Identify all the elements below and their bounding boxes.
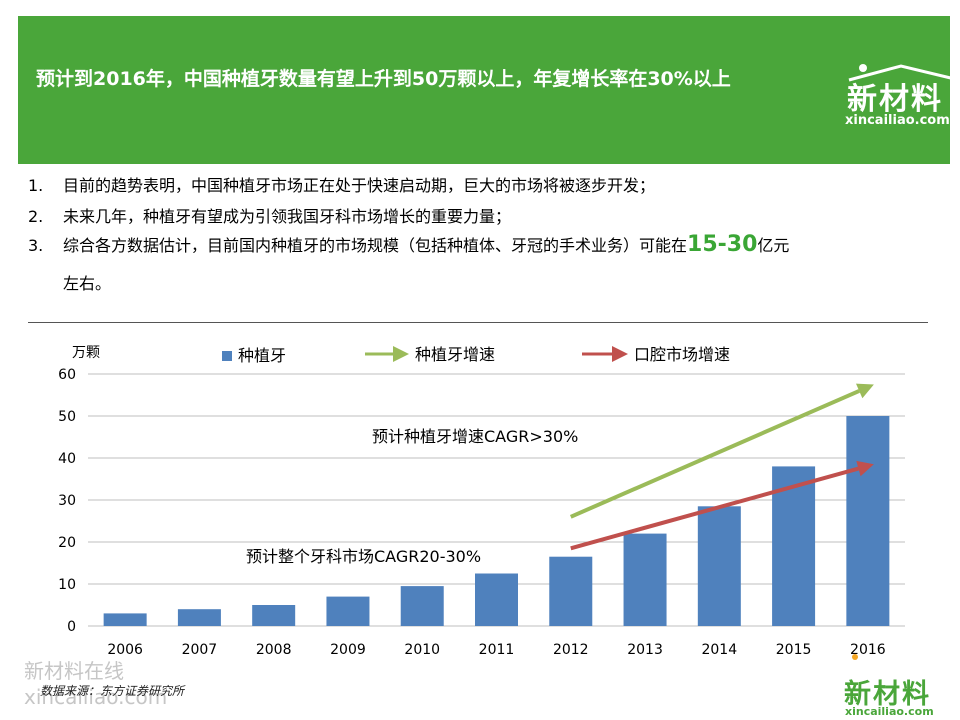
y-tick-label: 0 xyxy=(67,619,76,635)
legend-label: 种植牙 xyxy=(238,346,286,365)
legend-arrow-0-head xyxy=(393,346,409,362)
bar-2013 xyxy=(623,533,667,626)
chart-legend: 种植牙 种植牙增速 口腔市场增速 xyxy=(222,345,730,365)
x-tick-label: 2009 xyxy=(330,642,366,658)
bar-2016 xyxy=(846,416,890,626)
x-tick-label: 2016 xyxy=(850,642,886,658)
bar-2015 xyxy=(772,466,816,626)
house-roof-icon xyxy=(848,64,960,82)
implant-growth-arrow-head xyxy=(855,383,874,399)
chart-gridlines xyxy=(88,373,905,627)
list-item-number: 3. xyxy=(28,236,44,255)
y-tick-label: 20 xyxy=(58,535,76,551)
list-item: 1. 目前的趋势表明，中国种植牙市场正在处于快速启动期，巨大的市场将被逐步开发； xyxy=(28,172,655,196)
x-tick-label: 2011 xyxy=(479,642,515,658)
x-tick-label: 2013 xyxy=(627,642,663,658)
logo-text: 新材料 xyxy=(847,82,943,117)
list-item: 2. 未来几年，种植牙有望成为引领我国牙科市场增长的重要力量； xyxy=(28,203,511,227)
y-tick-label: 10 xyxy=(58,577,76,593)
bar-2009 xyxy=(326,596,370,626)
y-tick-label: 60 xyxy=(58,367,76,383)
x-tick-label: 2008 xyxy=(256,642,292,658)
list-item-continuation: 左右。 xyxy=(63,274,112,293)
bar-2008 xyxy=(252,605,296,626)
list-item-text: 目前的趋势表明，中国种植牙市场正在处于快速启动期，巨大的市场将被逐步开发； xyxy=(63,176,656,195)
x-tick-label: 2010 xyxy=(404,642,440,658)
x-tick-label: 2012 xyxy=(553,642,589,658)
y-axis-unit-label: 万颗 xyxy=(72,345,100,361)
y-tick-label: 40 xyxy=(58,451,76,467)
bar-2007 xyxy=(177,609,221,626)
implant-bar-chart: 0 10 20 30 40 50 60 万颗 种植牙 种植牙增速 口腔市场增速 2006 2007… xyxy=(58,345,905,658)
watermark-url: xincailiao.com xyxy=(24,685,168,709)
divider xyxy=(28,322,928,323)
bar-2011 xyxy=(475,573,518,626)
dental-market-arrow-head xyxy=(856,460,874,477)
list-item-text: 未来几年，种植牙有望成为引领我国牙科市场增长的重要力量； xyxy=(63,207,512,226)
bar-2012 xyxy=(549,556,593,626)
orange-dot xyxy=(852,654,858,660)
footer-logo-url: xincailiao.com xyxy=(845,705,934,718)
list-item-text-unit: 亿元 xyxy=(757,236,790,255)
x-tick-label: 2014 xyxy=(701,642,737,658)
annotation-dental-cagr: 预计整个牙科市场CAGR20-30% xyxy=(246,547,481,566)
implant-growth-arrow-shaft xyxy=(569,389,860,519)
y-tick-label: 50 xyxy=(58,409,76,425)
list-item-number: 2. xyxy=(28,207,44,226)
watermark: 新材料在线 xincailiao.com xyxy=(24,658,167,710)
brand-logo: 新材料 xincailiao.com xyxy=(841,62,960,138)
footer-logo-text: 新材料 xyxy=(844,679,931,710)
y-axis-ticks: 0 10 20 30 40 50 60 xyxy=(58,367,76,635)
legend-label: 种植牙增速 xyxy=(415,345,495,364)
bar-2010 xyxy=(400,586,444,626)
page-title: 预计到2016年，中国种植牙数量有望上升到50万颗以上，年复增长率在30%以上 xyxy=(36,68,731,90)
list-item: 3. 综合各方数据估计，目前国内种植牙的市场规模（包括种植体、牙冠的手术业务）可能… xyxy=(28,232,789,257)
bar-2006 xyxy=(103,613,147,626)
list-item-number: 1. xyxy=(28,176,44,195)
footer-logo: 新材料 xincailiao.com xyxy=(842,670,950,718)
bar-series xyxy=(103,416,890,626)
x-tick-label: 2007 xyxy=(182,642,218,658)
legend-swatch-implant xyxy=(222,351,232,361)
bar-2014 xyxy=(697,506,741,626)
logo-url: xincailiao.com xyxy=(845,113,950,128)
market-size-highlight: 15-30 xyxy=(687,232,758,257)
y-tick-label: 30 xyxy=(58,493,76,509)
data-source-note: 数据来源：东方证券研究所 xyxy=(40,684,185,698)
legend-label: 口腔市场增速 xyxy=(634,345,730,364)
watermark-text: 新材料在线 xyxy=(24,659,124,683)
list-item-text: 综合各方数据估计，目前国内种植牙的市场规模（包括种植体、牙冠的手术业务）可能在 xyxy=(63,236,688,255)
x-tick-label: 2015 xyxy=(776,642,812,658)
header-banner: 预计到2016年，中国种植牙数量有望上升到50万颗以上，年复增长率在30%以上 … xyxy=(18,16,960,164)
legend-arrow-1-head xyxy=(612,346,628,362)
dental-market-arrow-shaft xyxy=(570,466,859,551)
annotation-implant-cagr: 预计种植牙增速CAGR>30% xyxy=(372,427,578,446)
x-tick-label: 2006 xyxy=(107,642,143,658)
x-axis-ticks: 2006 2007 2008 2009 2010 2011 2012 2013 2014 2015… xyxy=(107,642,885,658)
trend-arrows xyxy=(569,383,874,551)
